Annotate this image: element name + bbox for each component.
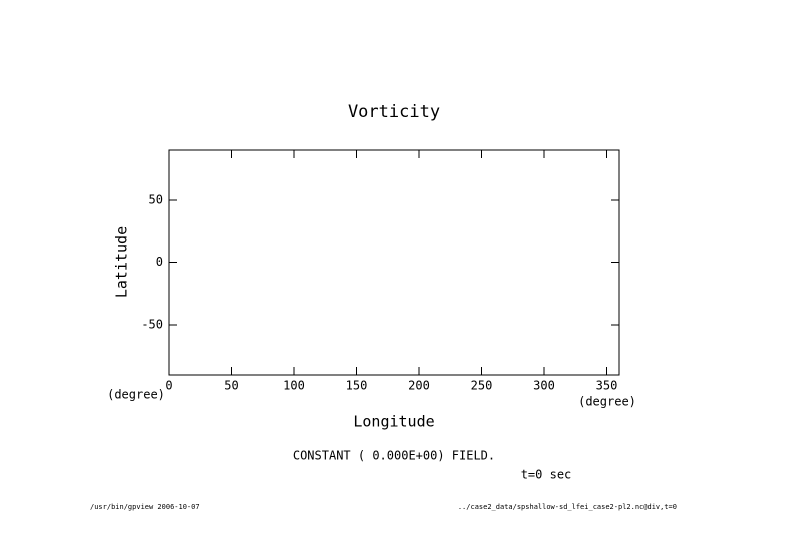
x-tick-label: 150 [346, 379, 368, 393]
y-tick-label: -50 [141, 318, 163, 332]
y-axis-unit: (degree) [107, 388, 165, 402]
x-tick-label: 200 [408, 379, 430, 393]
x-axis-label: Longitude [353, 413, 434, 431]
y-tick-label: 50 [149, 193, 163, 207]
x-tick-label: 0 [165, 379, 172, 393]
y-tick-label: 0 [156, 255, 163, 269]
chart-title: Vorticity [348, 102, 440, 122]
x-tick-label: 350 [596, 379, 618, 393]
footer-left: /usr/bin/gpview 2006-10-07 [90, 503, 200, 511]
y-axis-label: Latitude [113, 226, 131, 298]
x-tick-label: 300 [533, 379, 555, 393]
x-tick-label: 250 [471, 379, 493, 393]
time-label: t=0 sec [521, 468, 572, 482]
footer-right: ../case2_data/spshallow-sd_lfei_case2-pl… [458, 503, 677, 511]
x-axis-unit: (degree) [578, 395, 636, 409]
x-tick-label: 100 [283, 379, 305, 393]
x-tick-label: 50 [224, 379, 238, 393]
plot-frame [168, 149, 620, 376]
field-message: CONSTANT ( 0.000E+00) FIELD. [293, 449, 495, 463]
